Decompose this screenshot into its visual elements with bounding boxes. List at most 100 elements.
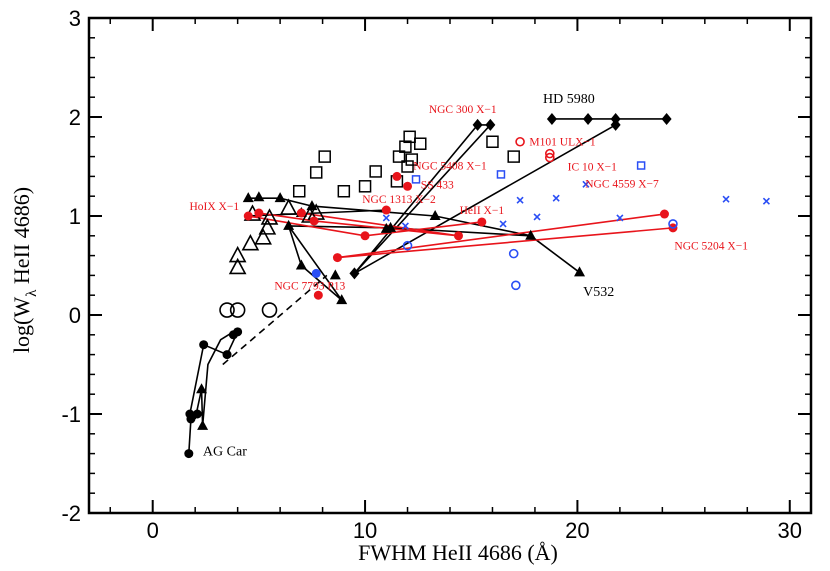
y-tick-label: 2 xyxy=(69,105,81,130)
data-point xyxy=(336,294,348,305)
x-tick-label: 20 xyxy=(565,518,589,543)
data-point xyxy=(401,160,414,173)
data-point xyxy=(253,191,265,202)
data-point xyxy=(429,210,441,220)
annotation-label: SS 433 xyxy=(421,179,454,191)
x-axis-title: FWHM HeII 4686 (Å) xyxy=(358,540,558,565)
annotation-label: IC 10 X−1 xyxy=(568,161,618,173)
data-point xyxy=(499,220,507,228)
data-point xyxy=(185,409,195,419)
data-point xyxy=(477,217,487,227)
data-point xyxy=(402,240,413,251)
data-point xyxy=(659,209,669,219)
data-point xyxy=(583,112,594,125)
data-point xyxy=(311,268,321,278)
data-point xyxy=(546,112,557,125)
data-point xyxy=(228,257,247,275)
data-point xyxy=(241,234,260,251)
data-point xyxy=(403,130,416,144)
data-point xyxy=(279,198,298,215)
data-point xyxy=(414,137,427,150)
data-point xyxy=(661,112,672,125)
series-line xyxy=(194,331,234,426)
data-point xyxy=(574,266,586,277)
data-point xyxy=(228,245,247,263)
data-point xyxy=(516,196,524,204)
data-point xyxy=(511,280,521,291)
data-point xyxy=(582,180,590,188)
data-point xyxy=(399,140,412,153)
data-point xyxy=(332,253,342,263)
data-point xyxy=(219,302,235,318)
data-point xyxy=(616,214,624,222)
data-point xyxy=(508,248,519,259)
data-point xyxy=(472,118,483,131)
data-point xyxy=(610,118,621,131)
data-point xyxy=(486,135,499,148)
data-point xyxy=(403,181,413,191)
data-point xyxy=(385,221,397,232)
data-point xyxy=(525,229,537,240)
data-point xyxy=(401,222,409,230)
annotation-label: NGC 7793 P13 xyxy=(274,280,345,292)
data-point xyxy=(369,165,382,178)
annotation-label: HD 5980 xyxy=(543,92,595,107)
data-marks xyxy=(184,112,770,459)
data-point xyxy=(197,419,209,430)
data-point xyxy=(233,327,243,337)
axes: 0 10 20 30 -2 -1 0 1 2 3 xyxy=(61,6,813,543)
data-point xyxy=(358,180,372,193)
y-tick-label: 3 xyxy=(69,6,81,31)
data-point xyxy=(261,302,278,318)
data-point xyxy=(229,302,246,318)
x-tick-label: 30 xyxy=(778,518,802,543)
data-point xyxy=(192,409,202,419)
data-point xyxy=(258,218,277,235)
annotation-labels: HD 5980 NGC 300 X−1 M101 ULX−1 NGC 5408 X−1… xyxy=(189,92,748,459)
data-point xyxy=(515,136,525,147)
data-point xyxy=(533,213,541,221)
data-point xyxy=(243,211,253,221)
data-point xyxy=(242,192,254,203)
data-point xyxy=(349,267,360,280)
data-point xyxy=(318,150,331,163)
data-point xyxy=(545,152,555,163)
y-tick-label: 1 xyxy=(69,204,81,229)
data-point xyxy=(283,219,295,230)
data-point xyxy=(545,148,555,159)
annotation-label: NGC 1313 X−2 xyxy=(362,194,436,206)
data-point xyxy=(392,150,406,163)
data-point xyxy=(382,214,390,222)
data-point xyxy=(381,205,391,215)
annotation-label: M101 ULX−1 xyxy=(529,137,595,149)
data-point xyxy=(309,216,319,226)
data-point xyxy=(485,118,496,131)
data-point xyxy=(453,231,463,241)
data-point xyxy=(313,290,323,300)
data-point xyxy=(254,208,264,218)
annotation-label: NGC 5408 X−1 xyxy=(413,160,487,172)
annotation-label: AG Car xyxy=(203,445,247,460)
data-point xyxy=(296,208,306,218)
y-tick-label: -2 xyxy=(61,501,81,526)
data-point xyxy=(254,228,272,245)
data-point xyxy=(722,195,730,203)
y-tick-label: 0 xyxy=(69,303,81,328)
annotation-label: NGC 5204 X−1 xyxy=(674,241,748,253)
data-point xyxy=(196,383,208,394)
series-line xyxy=(337,213,665,259)
x-tick-label: 0 xyxy=(147,518,159,543)
data-point xyxy=(260,208,279,225)
data-point xyxy=(668,219,678,229)
annotation-label: HoIX X−1 xyxy=(189,201,239,213)
data-point xyxy=(507,150,520,163)
y-tick-label: -1 xyxy=(61,402,81,427)
data-point xyxy=(222,350,232,360)
series-line-dashed xyxy=(222,274,328,366)
data-point xyxy=(636,161,646,170)
data-point xyxy=(306,200,318,211)
y-axis-title: log(Wλ HeII 4686) xyxy=(9,187,40,353)
data-point xyxy=(337,185,351,198)
data-point xyxy=(274,192,286,203)
